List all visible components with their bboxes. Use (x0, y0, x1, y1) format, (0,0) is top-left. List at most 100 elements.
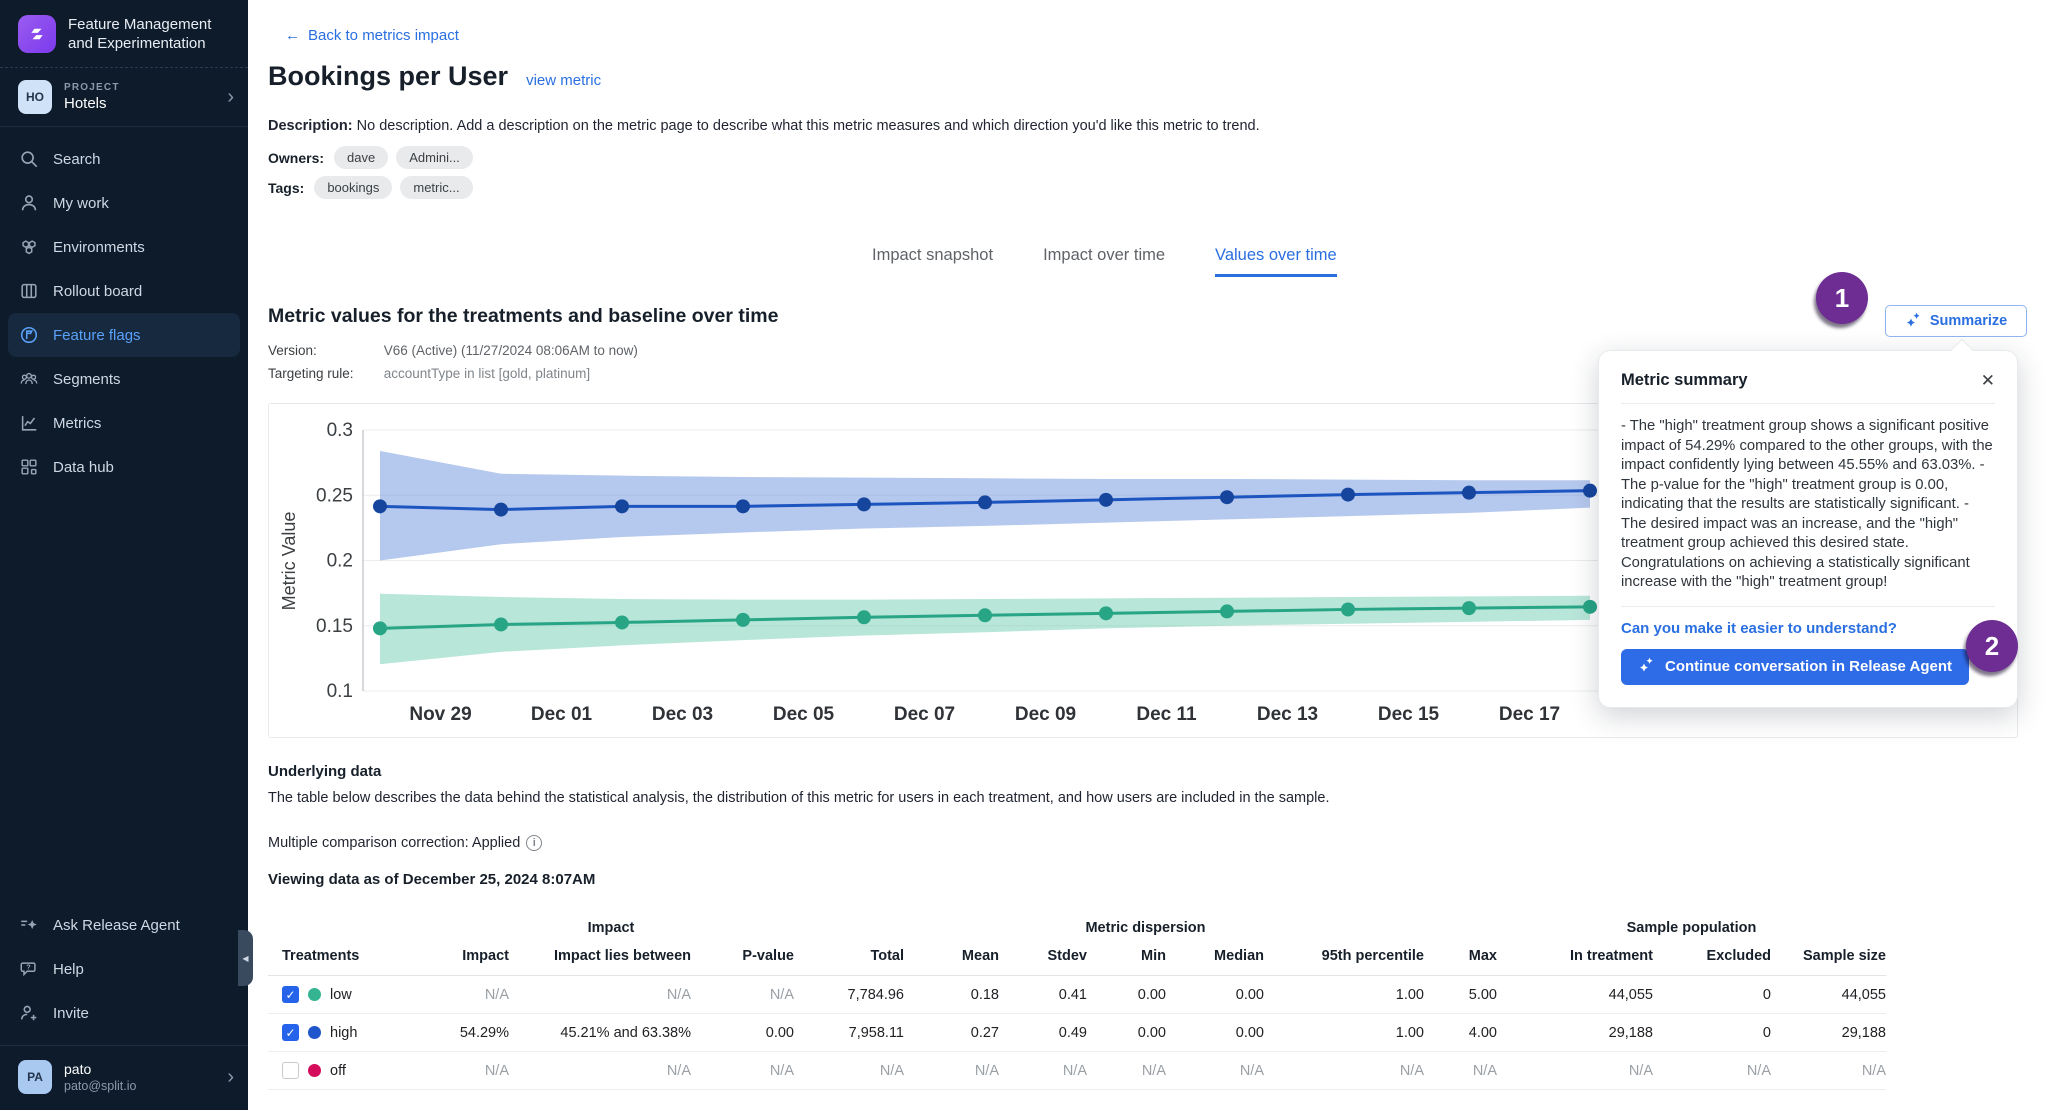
owner-chip[interactable]: Admini... (396, 146, 473, 169)
table-cell: 4.00 (1424, 1013, 1497, 1052)
table-cell: N/A (1497, 1051, 1653, 1090)
environments-icon (18, 236, 40, 258)
metric-summary-popover: Metric summary ✕ - The "high" treatment … (1598, 338, 2018, 708)
back-link[interactable]: ← Back to metrics impact (285, 27, 459, 44)
low-point (978, 608, 992, 623)
table-cell: N/A (1264, 1051, 1424, 1090)
column-header: Impact (428, 944, 509, 976)
y-axis-label: Metric Value (279, 512, 299, 611)
view-metric-link[interactable]: view metric (526, 72, 602, 89)
sidebar-item-label: Metrics (53, 414, 102, 432)
tag-chip[interactable]: bookings (314, 176, 393, 199)
sidebar-item-environments[interactable]: Environments (8, 225, 240, 269)
arrow-left-icon: ← (285, 27, 300, 44)
table-group-header: Sample population (1626, 920, 1757, 936)
treatment-checkbox[interactable]: ✓ (282, 1024, 299, 1041)
sidebar-item-rollout-board[interactable]: Rollout board (8, 269, 240, 313)
avatar: PA (18, 1060, 52, 1094)
continue-conversation-button[interactable]: Continue conversation in Release Agent (1621, 648, 1969, 685)
underlying-data-heading: Underlying data (268, 763, 382, 780)
column-header: Max (1424, 944, 1497, 976)
tag-chip[interactable]: metric... (400, 176, 473, 199)
x-tick-label: Dec 17 (1499, 704, 1560, 725)
search-icon (18, 148, 40, 170)
high-point (1462, 485, 1476, 500)
table-cell: 44,055 (1497, 975, 1653, 1014)
sidebar-item-data-hub[interactable]: Data hub (8, 445, 240, 489)
low-point (615, 615, 629, 630)
sidebar-item-label: Environments (53, 238, 145, 256)
info-icon[interactable]: i (526, 835, 543, 851)
sidebar-item-label: Feature flags (53, 326, 141, 344)
close-icon[interactable]: ✕ (1980, 371, 1995, 390)
sidebar-item-segments[interactable]: Segments (8, 357, 240, 401)
y-tick-label: 0.3 (327, 420, 353, 441)
table-cell: 0.00 (1087, 975, 1166, 1014)
sparkle-icon (1905, 311, 1922, 332)
table-header-row: Treatments Impact Impact lies between P-val… (268, 944, 1886, 976)
summarize-button[interactable]: Summarize (1885, 305, 2027, 337)
svg-text:?: ? (26, 962, 31, 971)
table-cell: N/A (428, 1051, 509, 1090)
easier-to-understand-link[interactable]: Can you make it easier to understand? (1621, 619, 1897, 637)
table-cell: 0.18 (904, 975, 999, 1014)
sidebar-item-my-work[interactable]: My work (8, 181, 240, 225)
low-point (1099, 606, 1113, 621)
divider (0, 1045, 248, 1046)
x-tick-label: Dec 05 (773, 704, 835, 725)
x-tick-label: Dec 09 (1015, 704, 1076, 725)
table-cell: 5.00 (1424, 975, 1497, 1014)
treatment-checkbox[interactable]: ✓ (282, 986, 299, 1003)
sidebar-item-help[interactable]: ? Help (8, 947, 240, 991)
table-cell: N/A (794, 1051, 904, 1090)
sidebar-item-invite[interactable]: Invite (8, 991, 240, 1035)
tab-impact-over-time[interactable]: Impact over time (1043, 246, 1166, 264)
sidebar-item-feature-flags[interactable]: Feature flags (8, 313, 240, 357)
table-cell: 0 (1653, 975, 1771, 1014)
table-cell: 0.49 (999, 1013, 1087, 1052)
owner-chip[interactable]: dave (334, 146, 389, 169)
sidebar-item-search[interactable]: Search (8, 137, 240, 181)
tab-impact-snapshot[interactable]: Impact snapshot (872, 246, 994, 264)
low-point (1341, 602, 1355, 617)
y-tick-label: 0.15 (316, 616, 353, 637)
table-group-header: Impact (587, 920, 635, 936)
sidebar-item-metrics[interactable]: Metrics (8, 401, 240, 445)
owners-row: Owners: dave Admini... (268, 146, 473, 169)
column-header: Impact lies between (509, 944, 691, 976)
sidebar-collapse-handle[interactable]: ◀ (238, 930, 253, 986)
treatment-checkbox[interactable] (282, 1062, 299, 1079)
table-group-header-row: Impact Metric dispersion Sample population (268, 916, 1886, 944)
treatment-cell: ✓ low (282, 986, 428, 1003)
chevron-right-icon: › (227, 86, 234, 108)
low-point (494, 617, 508, 632)
treatment-name: low (330, 986, 352, 1003)
metric-description: Description: No description. Add a descr… (268, 118, 1260, 134)
project-switcher[interactable]: HO PROJECT Hotels › (0, 68, 248, 126)
sidebar-item-label: My work (53, 194, 109, 212)
table-cell: 29,188 (1497, 1013, 1653, 1052)
user-menu[interactable]: PA pato pato@split.io › (0, 1046, 248, 1110)
sidebar-item-ask-release-agent[interactable]: Ask Release Agent (8, 903, 240, 947)
app-logo-row: Feature Management and Experimentation (0, 0, 248, 67)
low-confidence-band (380, 593, 1590, 665)
table-cell: 0.00 (1166, 1013, 1264, 1052)
table-cell: N/A (904, 1051, 999, 1090)
column-header: P-value (691, 944, 794, 976)
table-cell: 29,188 (1771, 1013, 1886, 1052)
column-header: Sample size (1771, 944, 1886, 976)
split-logo-icon (18, 15, 56, 53)
column-header: Treatments (268, 944, 428, 976)
x-tick-label: Nov 29 (409, 704, 471, 725)
tab-values-over-time[interactable]: Values over time (1215, 246, 1337, 277)
sidebar-item-label: Ask Release Agent (53, 916, 180, 934)
column-header: In treatment (1497, 944, 1653, 976)
sidebar-item-label: Search (53, 150, 101, 168)
table-cell: 0.41 (999, 975, 1087, 1014)
treatment-cell: off (282, 1062, 428, 1079)
sidebar-item-label: Help (53, 960, 84, 978)
divider (0, 126, 248, 127)
treatment-name: off (330, 1062, 346, 1079)
y-tick-label: 0.1 (327, 681, 353, 702)
column-header: Mean (904, 944, 999, 976)
